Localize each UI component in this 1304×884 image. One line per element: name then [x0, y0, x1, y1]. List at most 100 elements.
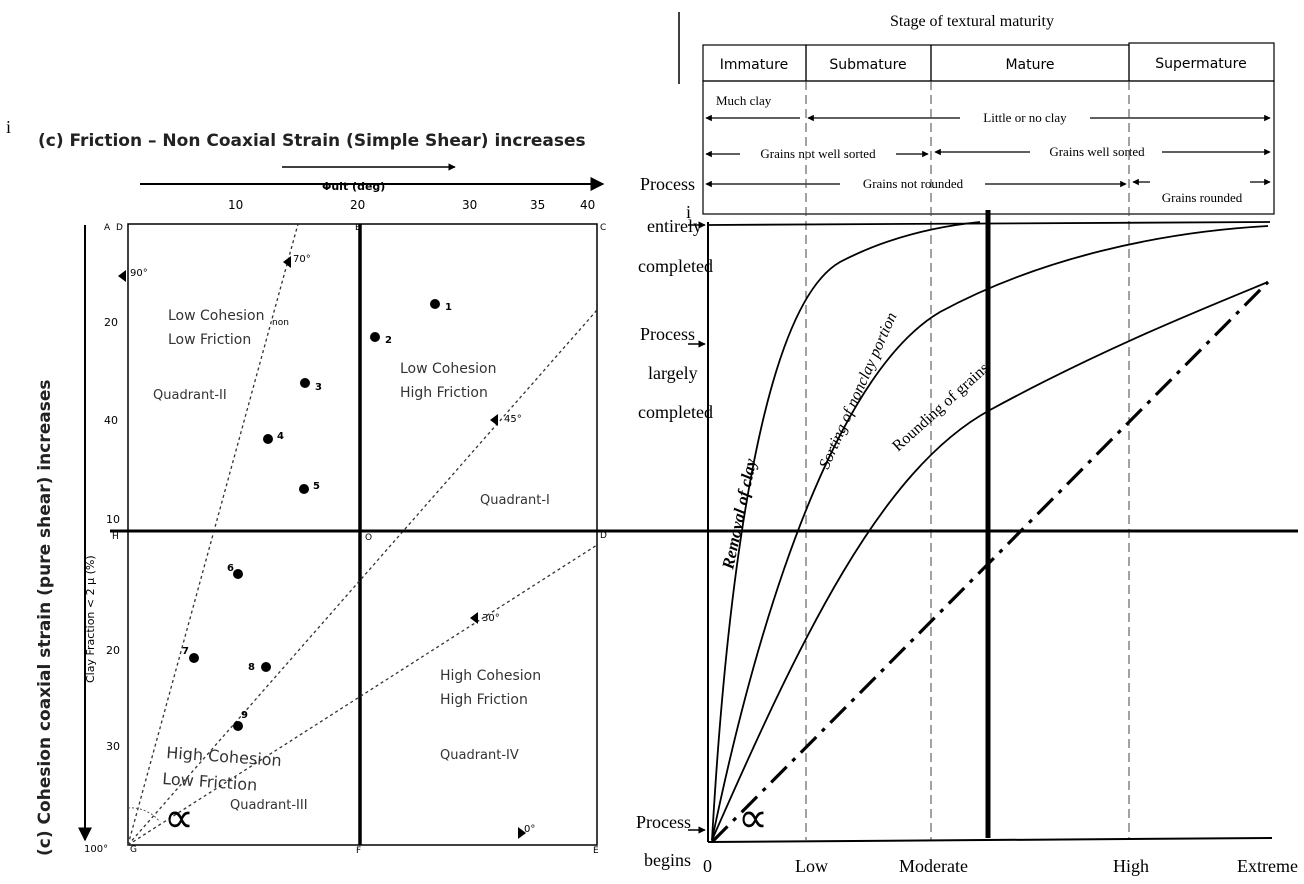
angle-arc	[127, 807, 161, 823]
corner-c: C	[600, 223, 606, 233]
y-tick-30: 30	[106, 740, 120, 753]
data-points: 1 2 3 4 5 6 7 8 9	[182, 299, 452, 731]
x-tick-low: Low	[795, 856, 828, 876]
point-label-8: 8	[248, 662, 255, 673]
angle-90-marker	[118, 270, 126, 282]
q4-name: Quadrant-IV	[440, 748, 519, 763]
point-5	[299, 484, 309, 494]
stray-mark-left: i	[6, 117, 11, 137]
stage-supermature: Supermature	[1155, 56, 1246, 72]
alpha-symbol-right: ∝	[738, 793, 768, 842]
q4-line2: High Friction	[440, 692, 528, 708]
stage-immature: Immature	[720, 57, 788, 73]
stray-mark-right: i	[686, 202, 691, 222]
point-8	[261, 662, 271, 672]
y-tick-100: 100°	[84, 844, 108, 855]
y-title: (c) Cohesion coaxial strain (pure shear)…	[35, 380, 55, 856]
curve-removal-of-clay	[711, 221, 981, 841]
corner-d2: D	[600, 531, 607, 541]
corner-g: G	[130, 845, 137, 855]
x-axis-label: Φult (deg)	[322, 180, 385, 193]
corner-e: E	[593, 846, 599, 856]
little-no-clay: Little or no clay	[983, 110, 1067, 125]
corner-d: D	[116, 223, 123, 233]
point-7	[189, 653, 199, 663]
point-label-2: 2	[385, 335, 392, 346]
point-label-7: 7	[182, 646, 189, 657]
point-9	[233, 721, 243, 731]
grains-not-sorted: Grains not well sorted	[760, 146, 876, 161]
begins-l2: begins	[644, 850, 691, 870]
q3-name: Quadrant-III	[230, 798, 308, 813]
x-tick-30: 30	[462, 198, 477, 212]
corner-o: O	[365, 533, 372, 543]
angle-line-70	[127, 223, 299, 846]
x-tick-35: 35	[530, 198, 545, 212]
angle-30: 30°	[482, 613, 500, 624]
grains-well-sorted: Grains well sorted	[1049, 144, 1145, 159]
point-2	[370, 332, 380, 342]
point-label-6: 6	[227, 563, 234, 574]
x-tick-40: 40	[580, 198, 595, 212]
angle-45: 45°	[504, 414, 522, 425]
point-label-4: 4	[277, 431, 284, 442]
corner-b: B	[355, 223, 361, 233]
point-6	[233, 569, 243, 579]
q2-name: Quadrant-II	[153, 388, 227, 403]
x-tick-high: High	[1113, 856, 1149, 876]
x-tick-moderate: Moderate	[899, 856, 968, 876]
angle-90: 90°	[130, 268, 148, 279]
point-label-9: 9	[241, 710, 248, 721]
stage-mature: Mature	[1005, 57, 1054, 73]
corner-a: A	[104, 223, 111, 233]
largely-l3: completed	[638, 402, 713, 422]
y-tick-40: 40	[104, 414, 118, 427]
angle-70: 70°	[293, 254, 311, 265]
left-title: (c) Friction – Non Coaxial Strain (Simpl…	[38, 131, 586, 151]
maturity-header: Stage of textural maturity	[890, 13, 1054, 30]
angle-0-marker	[518, 827, 526, 839]
stage-submature: Submature	[829, 57, 906, 73]
x-tick-20: 20	[350, 198, 365, 212]
label-removal-of-clay: Removal of clay	[718, 457, 760, 572]
point-label-3: 3	[315, 382, 322, 393]
x-tick-10: 10	[228, 198, 243, 212]
y-tick-20b: 20	[106, 644, 120, 657]
y-axis-label: Clay Fraction < 2 μ (%)	[84, 555, 97, 683]
point-4	[263, 434, 273, 444]
entire-l3: completed	[638, 256, 713, 276]
q2-line2: Low Friction	[168, 332, 251, 348]
x-tick-extreme: Extreme	[1237, 856, 1298, 876]
angle-non: non	[272, 318, 289, 328]
alpha-symbol-left: ∝	[164, 793, 194, 842]
angle-0: 0°	[524, 824, 535, 835]
curve-sorting	[711, 225, 1269, 841]
x-axis	[707, 837, 1273, 843]
corner-h: H	[112, 532, 119, 542]
y-tick-20: 20	[104, 316, 118, 329]
point-label-5: 5	[313, 481, 320, 492]
much-clay: Much clay	[716, 93, 772, 108]
largely-l2: largely	[648, 363, 698, 383]
angle-line-45	[127, 309, 598, 846]
q1-line1: Low Cohesion	[400, 361, 496, 377]
entire-l1: Process	[640, 174, 695, 194]
label-sorting: Sorting of nonclay portion	[816, 310, 900, 472]
largely-l1: Process	[640, 324, 695, 344]
q1-line2: High Friction	[400, 385, 488, 401]
label-rounding: Rounding of grains	[889, 360, 992, 455]
point-3	[300, 378, 310, 388]
quadrant-diagram: (c) Friction – Non Coaxial Strain (Simpl…	[35, 131, 607, 856]
q2-line1: Low Cohesion	[168, 308, 264, 324]
curve-rounding	[711, 281, 1269, 841]
maturity-diagram: Stage of textural maturity Immature Subm…	[636, 12, 1298, 876]
q4-line1: High Cohesion	[440, 668, 541, 684]
point-1	[430, 299, 440, 309]
entire-l2: entirely	[647, 216, 702, 236]
plot-frame	[127, 223, 598, 846]
y-tick-10: 10	[106, 513, 120, 526]
angle-line-30	[127, 544, 598, 846]
grains-rounded: Grains rounded	[1162, 190, 1243, 205]
angle-70-marker	[283, 256, 291, 268]
